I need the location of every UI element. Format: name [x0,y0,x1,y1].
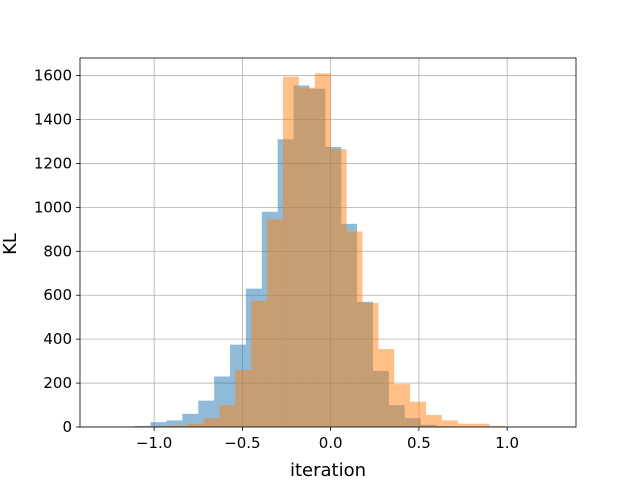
histogram-bar-series-2 [362,302,379,427]
histogram-bar-series-2 [298,87,315,427]
plot-frame [79,57,577,428]
histogram-bar-series-2 [171,425,188,427]
histogram-bar-series-2 [267,219,283,427]
histogram-bar-series-1 [166,420,183,427]
histogram-bar-series-2 [282,76,299,427]
y-tick-label: 1000 [34,198,72,216]
histogram-bar-series-2 [330,149,347,427]
y-tick-label: 1400 [34,111,72,129]
y-axis-label: KL [0,233,21,255]
histogram-bars [102,73,538,428]
x-tick-label: 0.0 [319,434,343,452]
histogram-bar-series-2 [346,231,363,427]
y-tick-label: 1600 [34,67,72,85]
histogram-bar-series-2 [203,418,220,427]
histogram-bar-series-2 [425,414,442,427]
histogram-bar-series-2 [219,405,236,427]
histogram-bar-series-2 [441,420,458,427]
axes: −1.0 −0.5 0.0 0.5 1.0 0 200 400 600 800 1000 1200 14… [34,57,577,452]
histogram-bar-series-2 [473,423,490,427]
histogram-bar-series-2 [314,73,331,427]
histogram-bar-series-2 [187,423,204,427]
histogram-bar-series-2 [410,401,426,427]
y-tick-label: 800 [43,242,72,260]
y-tick-label: 400 [43,330,72,348]
y-tick-label: 0 [62,418,72,436]
y-tick-label: 600 [43,286,72,304]
histogram-bar-series-1 [134,425,151,427]
histogram-bar-series-2 [235,369,252,427]
x-tick-label: −0.5 [224,434,260,452]
histogram-bar-series-2 [457,423,474,427]
histogram-bar-series-2 [394,384,411,427]
y-tick-label: 200 [43,374,72,392]
x-tick-label: 1.0 [495,434,519,452]
y-tick-label: 1200 [34,154,72,172]
histogram-bar-series-2 [155,426,172,427]
histogram-bar-series-2 [489,425,506,427]
x-tick-label: −1.0 [136,434,172,452]
histogram-bar-series-2 [378,349,395,427]
x-tick-label: 0.5 [407,434,431,452]
histogram-bar-series-2 [251,300,268,427]
x-axis-label: iteration [290,460,366,480]
histogram-bar-series-1 [150,422,167,427]
